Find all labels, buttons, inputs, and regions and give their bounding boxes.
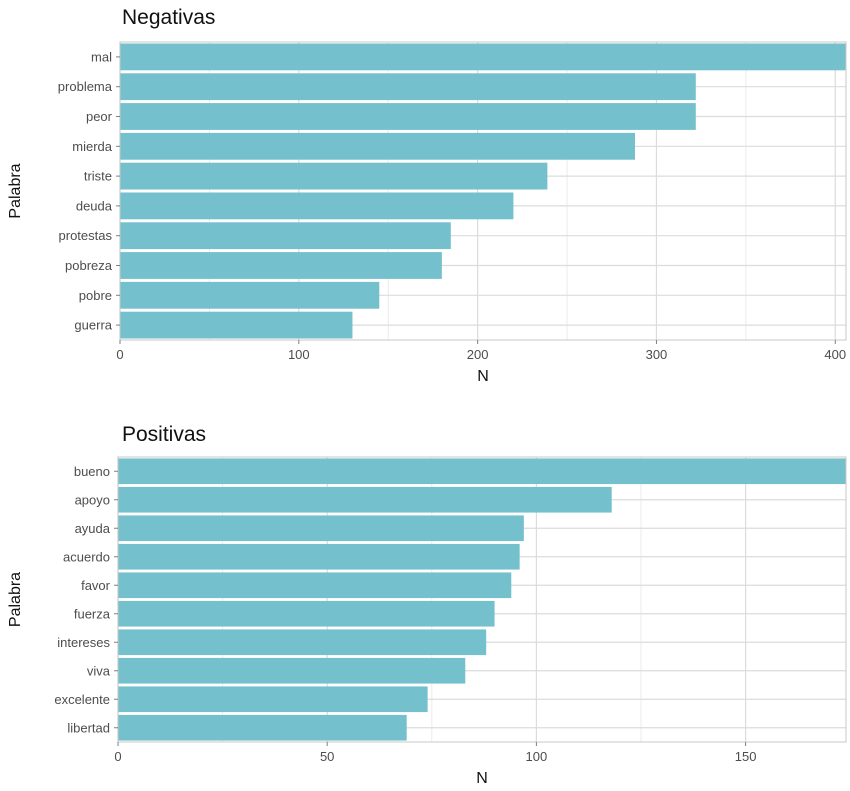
bar-protestas [120,222,451,250]
category-label: acuerdo [63,549,110,564]
category-label: mierda [72,139,113,154]
bar-fuerza [118,600,495,627]
bar-viva [118,657,466,684]
x-tick-label: 400 [824,347,846,362]
x-axis-title: N [476,770,488,787]
chart-positivas-plot: bueno apoyo ayuda acuerdo favor fuerza interes… [7,456,847,787]
chart-negativas: Negativas mal problema peor mierda triste deu… [7,6,847,385]
category-label: bueno [74,464,110,479]
bar-problema [120,73,696,101]
bar-pobreza [120,252,442,279]
x-tick-label: 100 [288,347,310,362]
bar-triste [120,162,548,190]
bar-mal [120,43,846,71]
category-label: deuda [76,198,113,213]
category-label: viva [87,663,111,678]
x-tick-label: 0 [114,749,121,764]
bar-peor [120,103,696,130]
x-tick-label: 200 [467,347,489,362]
category-label: peor [86,109,113,124]
x-tick-label: 0 [116,347,123,362]
category-label: intereses [57,635,110,650]
category-label: pobreza [65,258,113,273]
bar-mierda [120,132,635,160]
category-label: protestas [59,228,113,243]
chart-positivas: Positivas bueno apoyo ayuda acuerdo favor fue… [0,415,850,791]
plot-border [119,41,847,341]
chart-title: Positivas [122,423,207,446]
y-axis-title: Palabra [7,572,24,627]
bar-bueno [118,458,846,485]
category-label: apoyo [75,492,110,507]
bar-deuda [120,192,514,220]
category-label: fuerza [74,606,111,621]
bar-intereses [118,629,487,656]
x-axis-title: N [477,368,489,385]
bar-favor [118,572,512,599]
category-label: ayuda [75,521,111,536]
bar-acuerdo [118,543,520,570]
x-tick-label: 50 [320,749,334,764]
bar-excelente [118,686,428,713]
x-tick-label: 100 [526,749,548,764]
category-label: problema [58,79,113,94]
bar-guerra [120,311,353,339]
bar-apoyo [118,486,612,513]
x-tick-label: 300 [646,347,668,362]
category-label: libertad [67,720,110,735]
category-label: mal [91,49,112,64]
category-label: guerra [74,318,112,333]
chart-negativas-plot: mal problema peor mierda triste deuda protesta… [7,41,847,385]
chart-title: Negativas [122,6,216,29]
category-label: triste [84,169,112,184]
bar-ayuda [118,515,524,542]
category-label: excelente [54,692,110,707]
category-label: pobre [79,288,112,303]
x-tick-label: 150 [735,749,757,764]
y-axis-title: Palabra [7,163,24,218]
bar-pobre [120,281,380,309]
category-label: favor [81,578,111,593]
bar-libertad [118,714,407,741]
plot-border [117,456,847,743]
